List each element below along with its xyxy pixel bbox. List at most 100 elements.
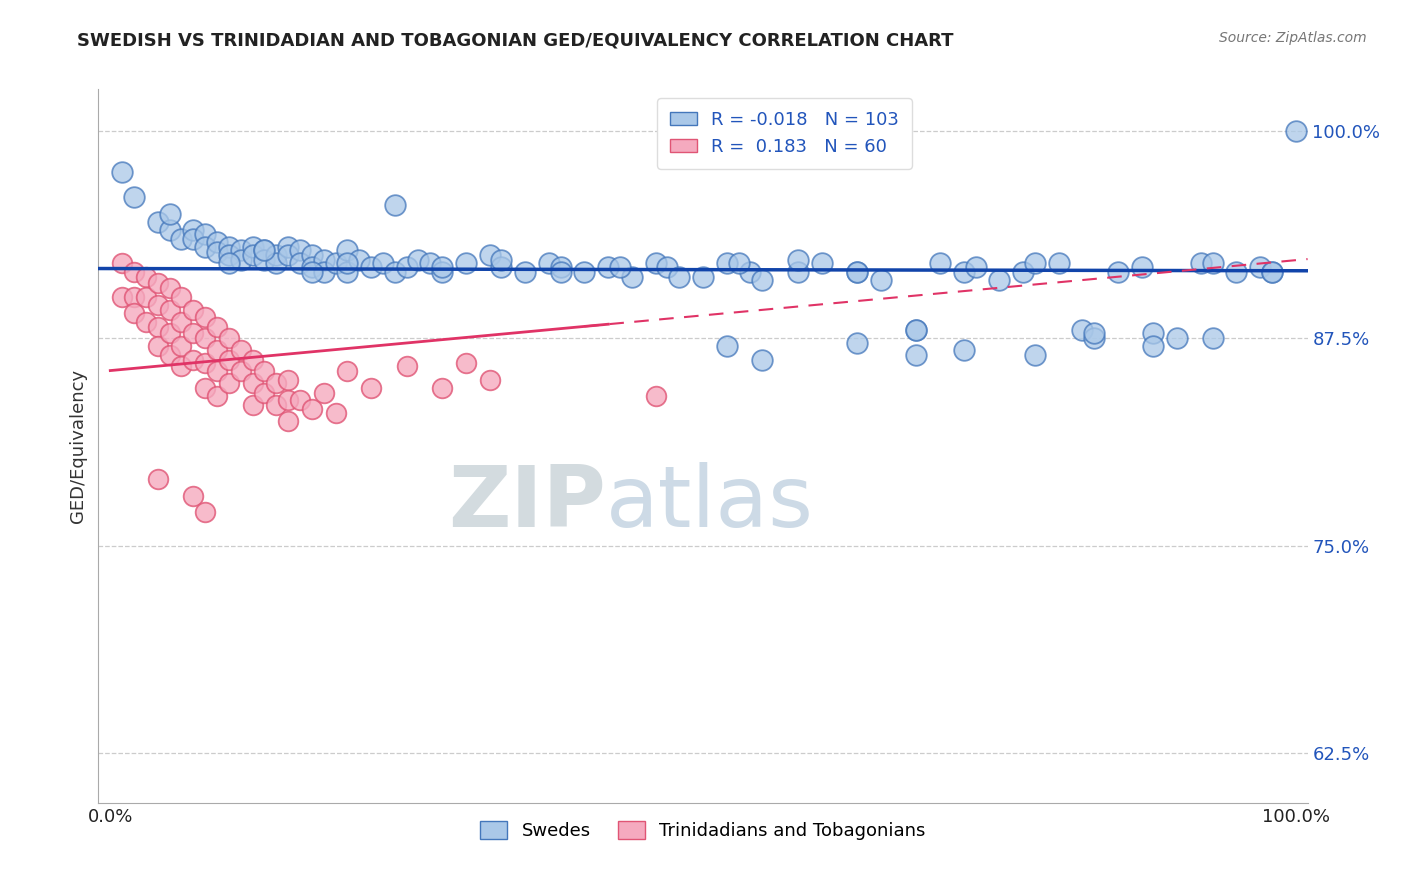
Point	[716, 339, 738, 353]
Point	[277, 414, 299, 428]
Point	[869, 273, 891, 287]
Point	[111, 165, 134, 179]
Point	[1012, 265, 1035, 279]
Text: ZIP: ZIP	[449, 461, 606, 545]
Point	[288, 243, 311, 257]
Point	[325, 256, 347, 270]
Point	[952, 265, 974, 279]
Point	[242, 397, 264, 411]
Point	[491, 253, 513, 268]
Point	[264, 376, 287, 390]
Point	[952, 343, 974, 357]
Point	[205, 364, 228, 378]
Point	[159, 207, 181, 221]
Point	[242, 376, 264, 390]
Point	[1071, 323, 1094, 337]
Point	[751, 352, 773, 367]
Point	[537, 256, 560, 270]
Point	[1285, 124, 1308, 138]
Point	[1142, 339, 1164, 353]
Point	[515, 265, 537, 279]
Point	[347, 253, 370, 268]
Point	[122, 306, 145, 320]
Point	[205, 235, 228, 249]
Point	[550, 265, 572, 279]
Point	[657, 260, 679, 274]
Point	[478, 373, 501, 387]
Point	[360, 260, 382, 274]
Point	[194, 505, 217, 519]
Point	[1107, 265, 1129, 279]
Point	[277, 392, 299, 407]
Point	[170, 290, 193, 304]
Point	[146, 339, 169, 353]
Point	[253, 243, 276, 257]
Point	[242, 352, 264, 367]
Text: SWEDISH VS TRINIDADIAN AND TOBAGONIAN GED/EQUIVALENCY CORRELATION CHART: SWEDISH VS TRINIDADIAN AND TOBAGONIAN GE…	[77, 31, 953, 49]
Point	[264, 248, 287, 262]
Point	[988, 273, 1011, 287]
Point	[264, 256, 287, 270]
Point	[205, 244, 228, 259]
Point	[312, 253, 335, 268]
Point	[336, 364, 359, 378]
Point	[146, 215, 169, 229]
Point	[929, 256, 952, 270]
Point	[609, 260, 631, 274]
Point	[205, 389, 228, 403]
Point	[905, 323, 928, 337]
Point	[905, 348, 928, 362]
Point	[181, 326, 204, 340]
Point	[371, 256, 394, 270]
Point	[312, 265, 335, 279]
Point	[277, 248, 299, 262]
Point	[288, 256, 311, 270]
Point	[218, 248, 240, 262]
Point	[122, 190, 145, 204]
Point	[786, 265, 808, 279]
Point	[751, 273, 773, 287]
Text: atlas: atlas	[606, 461, 814, 545]
Point	[253, 385, 276, 400]
Point	[301, 265, 323, 279]
Point	[1083, 331, 1105, 345]
Point	[111, 290, 134, 304]
Point	[135, 290, 157, 304]
Point	[159, 326, 181, 340]
Point	[301, 260, 323, 274]
Point	[264, 397, 287, 411]
Point	[170, 231, 193, 245]
Point	[598, 260, 620, 274]
Point	[668, 269, 690, 284]
Point	[146, 277, 169, 291]
Point	[1047, 256, 1070, 270]
Point	[170, 339, 193, 353]
Point	[454, 356, 477, 370]
Point	[846, 336, 869, 351]
Point	[716, 256, 738, 270]
Point	[301, 402, 323, 417]
Point	[277, 240, 299, 254]
Point	[478, 248, 501, 262]
Point	[194, 381, 217, 395]
Point	[205, 343, 228, 357]
Point	[170, 359, 193, 374]
Point	[336, 265, 359, 279]
Point	[135, 269, 157, 284]
Point	[218, 352, 240, 367]
Point	[159, 281, 181, 295]
Point	[644, 256, 666, 270]
Point	[419, 256, 441, 270]
Point	[146, 298, 169, 312]
Point	[846, 265, 869, 279]
Point	[574, 265, 596, 279]
Point	[491, 260, 513, 274]
Point	[159, 302, 181, 317]
Point	[229, 343, 252, 357]
Point	[1024, 348, 1046, 362]
Point	[277, 373, 299, 387]
Point	[384, 198, 406, 212]
Point	[242, 248, 264, 262]
Point	[218, 376, 240, 390]
Point	[432, 381, 454, 395]
